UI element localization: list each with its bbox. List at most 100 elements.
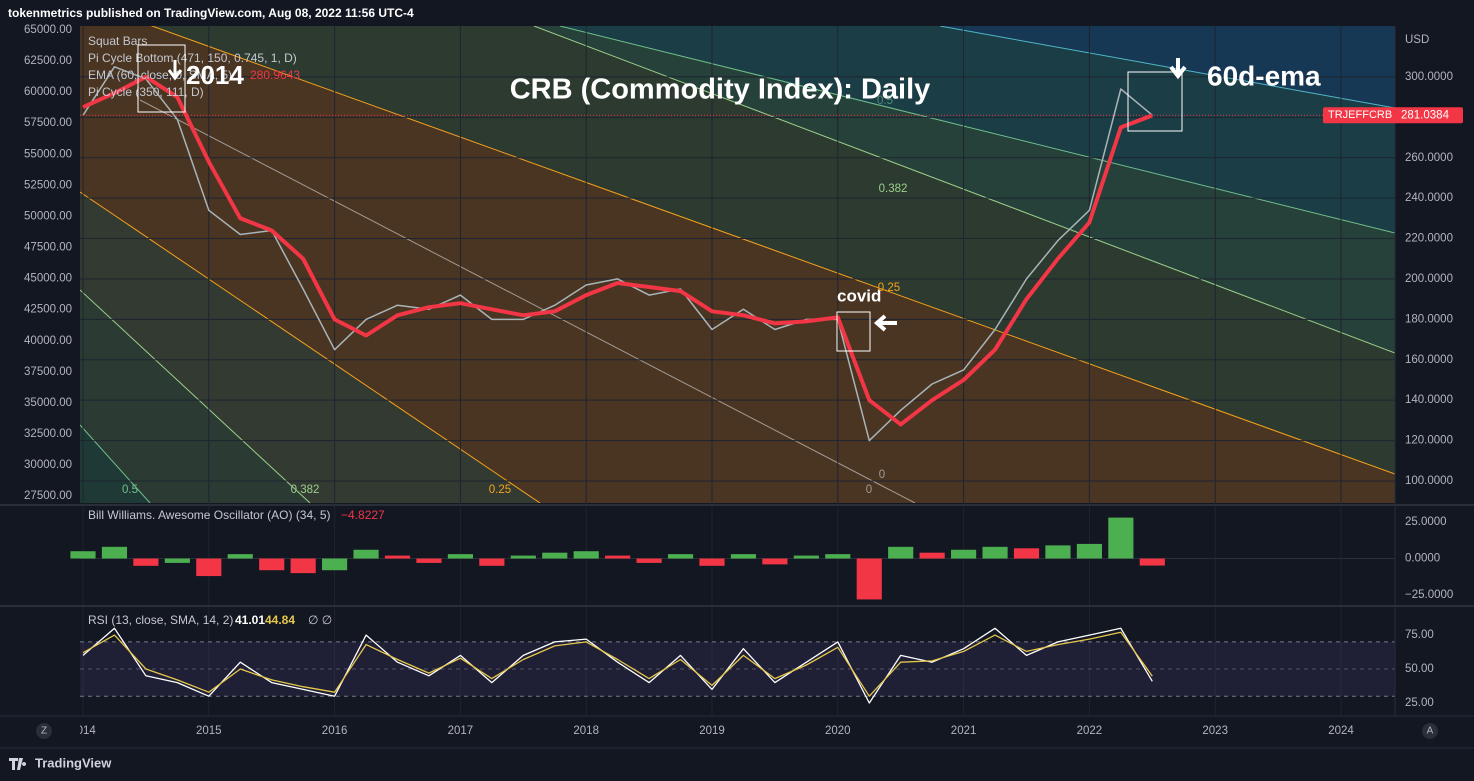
y-tick-label: 140.0000	[1405, 394, 1453, 406]
x-tick-label: 2021	[951, 725, 977, 737]
series-line	[82, 74, 1154, 427]
price-tag	[1323, 107, 1463, 124]
x-tick-label: 2019	[699, 725, 725, 737]
fib-line	[939, 26, 1395, 109]
y-tick-label: 240.0000	[1405, 192, 1453, 204]
x-tick-label: 2023	[1202, 725, 1228, 737]
x-tick-label: 2017	[448, 725, 474, 737]
ao-bar	[1013, 548, 1040, 559]
ao-bar	[699, 558, 725, 566]
y-tick-label: 120.0000	[1405, 435, 1453, 447]
button-label[interactable]: Z	[41, 726, 47, 737]
y-tick-label: 260.0000	[1405, 152, 1453, 164]
arrow	[167, 60, 183, 81]
y-tick-label: 65000.00	[24, 24, 72, 36]
arrow	[1169, 58, 1187, 80]
ao-bar	[1045, 545, 1071, 559]
ao-bar	[951, 549, 977, 559]
legend-line: Squat Bars	[88, 34, 147, 48]
ao-bar	[290, 558, 316, 574]
ao-bar	[667, 554, 694, 559]
price-tag-name: TRJEFFCRB	[1328, 109, 1392, 121]
annotation: 60d-ema	[1207, 60, 1321, 91]
y-tick-label: 35000.00	[24, 397, 72, 409]
fib-label: 0.382	[879, 183, 908, 195]
x-tick-label: 2018	[573, 725, 599, 737]
ao-bar	[982, 546, 1008, 559]
ao-bar	[573, 551, 599, 559]
brand[interactable]: TradingView	[35, 755, 112, 770]
fib-label: 0	[866, 484, 872, 496]
price-tag-value: 281.0384	[1401, 109, 1450, 121]
legend-line: Pi Cycle (350, 111, D)	[88, 85, 204, 99]
legend-line: Pi Cycle Bottom (471, 150, 0.745, 1, D)	[88, 51, 297, 65]
y-tick-label: 200.0000	[1405, 273, 1453, 285]
ao-bar	[479, 558, 505, 566]
ao-bar	[1108, 517, 1134, 559]
y-tick-label: 180.0000	[1405, 313, 1453, 325]
fib-label: 0.382	[291, 484, 320, 496]
logo[interactable]	[9, 758, 27, 770]
legend-line: EMA (60, close, 0, SMA, 5)	[88, 68, 232, 82]
fib-channel	[80, 26, 1395, 503]
y-tick-label: 57500.00	[24, 117, 72, 129]
y-tick-label: 62500.00	[24, 55, 72, 67]
ao-bar	[322, 558, 348, 571]
ao-bar	[196, 558, 222, 577]
button-label[interactable]: A	[1427, 726, 1434, 737]
y-tick-label: 100.0000	[1405, 475, 1453, 487]
ao-bar	[730, 554, 757, 559]
ao-bar	[1076, 543, 1102, 559]
ao-bar	[447, 554, 473, 559]
y-tick-label: 50000.00	[24, 210, 72, 222]
pane-title: RSI (13, close, SMA, 14, 2)	[88, 613, 233, 627]
y-tick-label: 25.00	[1405, 697, 1434, 709]
y-tick-label: 32500.00	[24, 428, 72, 440]
y-tick-label: 37500.00	[24, 366, 72, 378]
y-tick-label: 220.0000	[1405, 233, 1453, 245]
pane-title: Bill Williams. Awesome Oscillator (AO) (…	[88, 508, 331, 522]
arrow	[873, 314, 897, 332]
x-tick-label: 2016	[322, 725, 348, 737]
y-tick-label: 50.00	[1405, 663, 1434, 675]
ao-bar	[762, 558, 788, 565]
ao-bar	[542, 552, 568, 559]
y-tick-label: 75.00	[1405, 629, 1434, 641]
series-line	[82, 66, 1153, 442]
y-tick-label: 25.0000	[1405, 516, 1447, 528]
button[interactable]	[36, 723, 52, 739]
x-tick-label: 2020	[825, 725, 851, 737]
pane-extra: ∅ ∅	[308, 613, 332, 627]
y-tick-label: −25.0000	[1405, 589, 1453, 601]
button[interactable]	[1422, 723, 1438, 739]
y-tick-label: 40000.00	[24, 335, 72, 347]
fib-label: 0.5	[122, 484, 138, 496]
ao-bar	[856, 558, 882, 600]
y-tick-label: 27500.00	[24, 490, 72, 502]
y-tick-label: 300.0000	[1405, 71, 1453, 83]
fib-line	[80, 191, 541, 503]
fib-label: 0.5	[877, 95, 893, 107]
ao-bar	[133, 558, 159, 566]
plots	[70, 66, 1395, 704]
legend-value: 280.9643	[250, 68, 300, 82]
y-tick-label: 55000.00	[24, 148, 72, 160]
ao-bar	[919, 552, 945, 559]
pane-value: 44.84	[265, 613, 295, 627]
y-tick-label: 52500.00	[24, 179, 72, 191]
fib-line	[139, 99, 916, 503]
annotation-box	[1127, 71, 1183, 132]
ao-bar	[636, 558, 662, 563]
fib-line	[150, 26, 1395, 475]
ao-bar	[416, 558, 442, 563]
chart-title: CRB (Commodity Index): Daily	[510, 74, 931, 106]
fib-label: 0	[879, 469, 885, 481]
fib-line	[533, 26, 1395, 354]
publisher: tokenmetrics published on TradingView.co…	[8, 6, 414, 20]
series-line	[82, 631, 1153, 697]
ao-bar	[1139, 558, 1165, 566]
y-tick-label: 160.0000	[1405, 354, 1453, 366]
annotation-box	[137, 44, 186, 113]
ao-bar	[164, 558, 190, 563]
